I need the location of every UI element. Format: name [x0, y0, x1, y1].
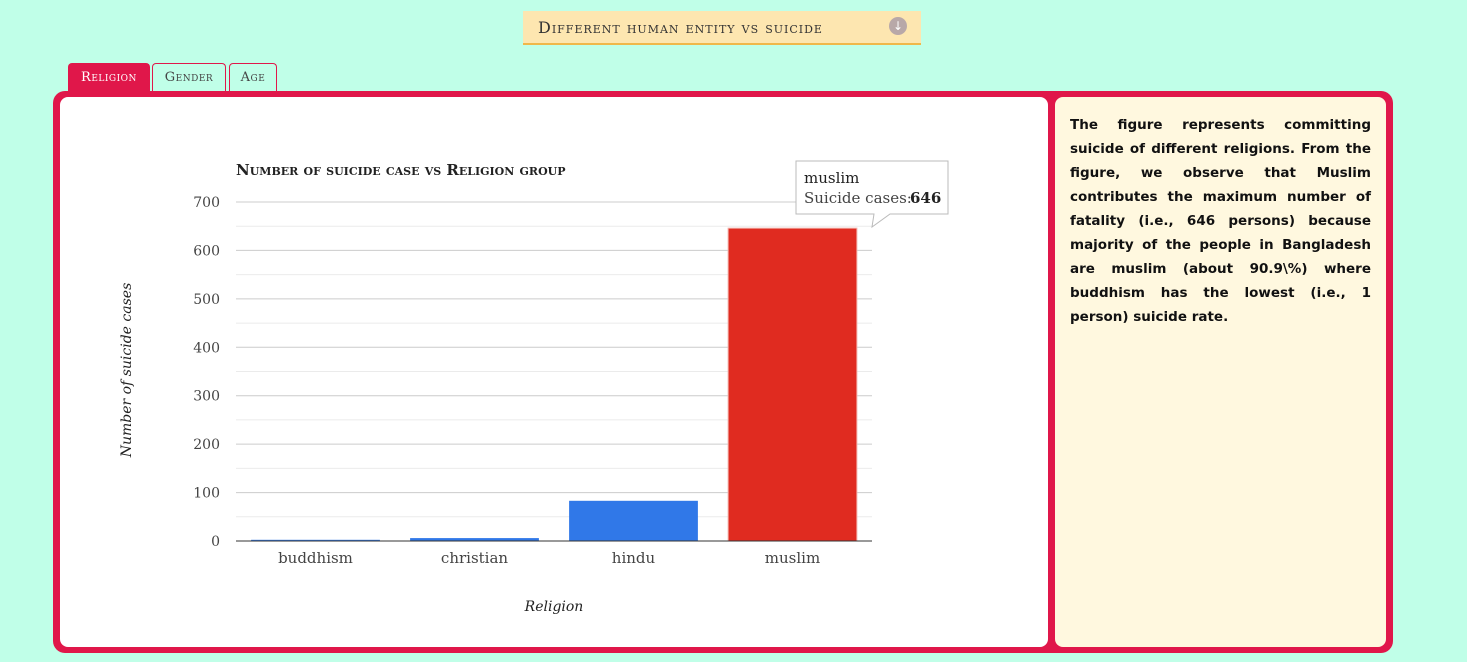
chart-panel: 0 100 200 300 400 500 600 700 buddhism christian…	[60, 97, 1048, 647]
tooltip-box	[795, 160, 949, 229]
description-text: The figure represents committing suicide…	[1070, 117, 1371, 325]
bar-christian[interactable]	[410, 538, 539, 541]
bar-muslim[interactable]	[727, 227, 858, 542]
y-tick-label: 400	[193, 340, 220, 356]
chart-title: Number of suicide case vs Religion group	[236, 161, 566, 179]
download-circle-icon[interactable]: ↓	[889, 17, 907, 35]
bar-buddhism[interactable]	[251, 539, 380, 541]
y-tick-label: 200	[193, 437, 220, 453]
x-axis-ticks: buddhism christian hindu muslim	[278, 549, 820, 567]
chart-bars	[251, 227, 858, 542]
page-title: Different human entity vs suicide	[538, 18, 823, 37]
y-axis-label: Number of suicide cases	[119, 283, 135, 459]
description-panel: The figure represents committing suicide…	[1055, 97, 1386, 647]
tab-gender[interactable]: Gender	[152, 63, 226, 91]
tooltip-value: 646	[910, 189, 941, 207]
page-title-bar[interactable]: Different human entity vs suicide ↓	[523, 11, 921, 45]
x-tick-label: buddhism	[278, 549, 353, 567]
bar-hindu[interactable]	[569, 500, 698, 541]
tooltip-series-label: Suicide cases:	[804, 189, 912, 207]
tab-religion[interactable]: Religion	[68, 63, 150, 91]
x-tick-label: muslim	[765, 549, 820, 567]
bar-chart: 0 100 200 300 400 500 600 700 buddhism christian…	[119, 160, 949, 615]
y-tick-label: 0	[211, 534, 220, 550]
x-tick-label: hindu	[612, 549, 656, 567]
x-axis-label: Religion	[524, 599, 584, 615]
y-tick-label: 300	[193, 389, 220, 405]
bar-tooltip: muslim Suicide cases: 646	[795, 160, 949, 229]
tab-age[interactable]: Age	[229, 63, 277, 91]
y-tick-label: 500	[193, 292, 220, 308]
x-tick-label: christian	[441, 549, 508, 567]
y-axis-ticks: 0 100 200 300 400 500 600 700	[193, 195, 220, 550]
y-tick-label: 100	[193, 486, 220, 502]
y-tick-label: 600	[193, 243, 220, 259]
tooltip-category: muslim	[804, 169, 859, 187]
y-tick-label: 700	[193, 195, 220, 211]
